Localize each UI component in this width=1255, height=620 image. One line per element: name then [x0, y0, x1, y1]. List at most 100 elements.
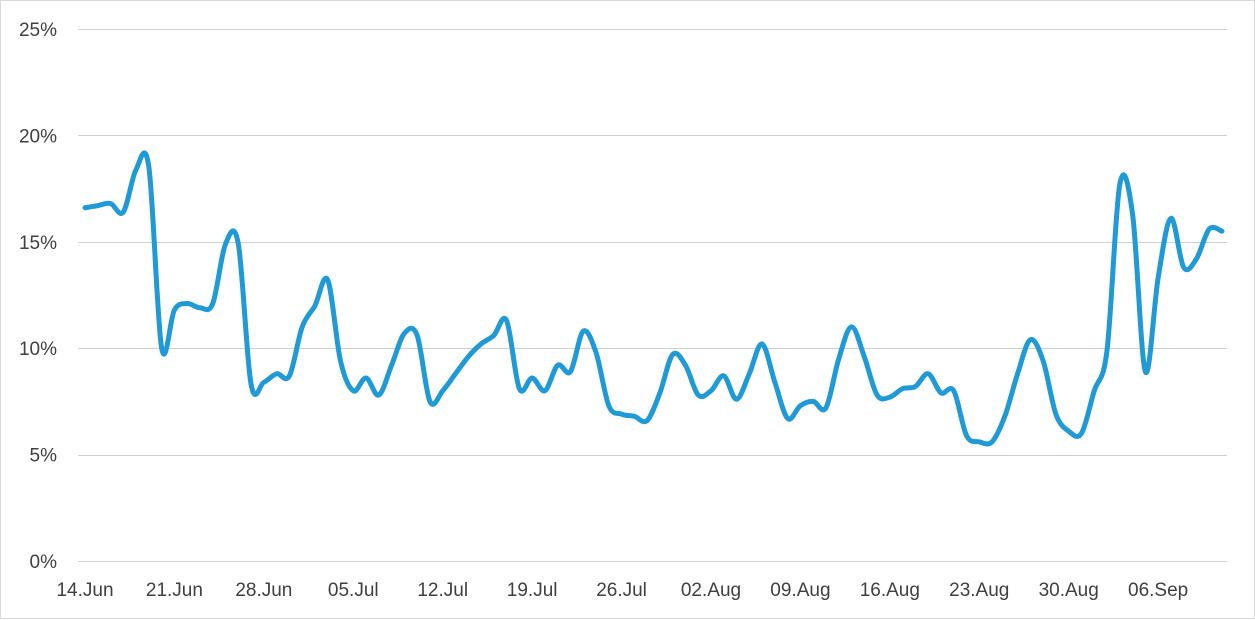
data-point — [772, 379, 778, 385]
data-point — [210, 301, 216, 307]
data-point — [491, 332, 497, 338]
data-point — [887, 394, 893, 400]
data-point — [299, 324, 305, 330]
x-tick-label: 06.Sep — [1128, 580, 1188, 601]
data-point — [440, 388, 446, 394]
data-point — [721, 373, 727, 379]
data-point — [338, 358, 344, 364]
data-point — [951, 388, 957, 394]
x-tick-label: 30.Aug — [1039, 580, 1099, 601]
data-point — [759, 341, 765, 347]
data-point — [184, 301, 190, 307]
data-point — [1130, 211, 1136, 217]
data-point — [1181, 264, 1187, 270]
y-tick-label: 5% — [30, 446, 58, 467]
data-point — [1015, 371, 1021, 377]
data-point — [606, 403, 612, 409]
data-point — [695, 392, 701, 398]
data-point — [682, 362, 688, 368]
data-point — [414, 332, 420, 338]
data-point — [529, 375, 535, 381]
data-point — [823, 405, 829, 411]
data-point — [1040, 358, 1046, 364]
x-tick-label: 02.Aug — [681, 580, 741, 601]
data-point — [1104, 347, 1110, 353]
data-point — [542, 388, 548, 394]
data-point — [146, 164, 152, 170]
data-point — [516, 386, 522, 392]
data-point — [95, 203, 101, 209]
y-tick-label: 20% — [19, 126, 57, 147]
data-point — [248, 381, 254, 387]
data-point — [746, 371, 752, 377]
y-tick-label: 10% — [19, 339, 57, 360]
y-tick-label: 0% — [30, 552, 58, 573]
x-axis-tick-labels: 14.Jun 21.Jun 28.Jun 05.Jul 12.Jul 19.Jul 26.J… — [56, 580, 1188, 601]
data-point — [1053, 411, 1059, 417]
x-tick-label: 05.Jul — [328, 580, 379, 601]
series-line — [82, 150, 1225, 447]
data-point — [976, 439, 982, 445]
data-point — [1206, 226, 1212, 232]
data-point — [849, 324, 855, 330]
data-point — [223, 241, 229, 247]
data-point — [171, 307, 177, 313]
data-point — [363, 375, 369, 381]
data-point — [1193, 256, 1199, 262]
data-point — [836, 356, 842, 362]
data-point — [274, 371, 280, 377]
data-point — [938, 390, 944, 396]
data-point — [401, 330, 407, 336]
data-point — [631, 413, 637, 419]
data-point — [810, 398, 816, 404]
data-point — [261, 379, 267, 385]
data-point — [1027, 337, 1033, 343]
x-tick-label: 26.Jul — [596, 580, 647, 601]
data-point — [1142, 369, 1148, 375]
data-point — [82, 205, 88, 211]
y-axis-tick-labels: 0% 5% 10% 15% 20% 25% — [19, 20, 57, 573]
data-point — [350, 388, 356, 394]
data-point — [593, 349, 599, 355]
x-tick-label: 28.Jun — [235, 580, 292, 601]
data-point — [120, 209, 126, 215]
data-point — [1155, 275, 1161, 281]
y-tick-label: 25% — [19, 20, 57, 41]
series-layer — [82, 150, 1225, 447]
data-point — [376, 392, 382, 398]
data-point — [197, 305, 203, 311]
data-point — [657, 390, 663, 396]
data-point — [159, 345, 165, 351]
data-point — [312, 303, 318, 309]
data-point — [286, 373, 292, 379]
data-point — [861, 354, 867, 360]
data-point — [644, 418, 650, 424]
data-point — [1117, 181, 1123, 187]
data-point — [670, 352, 676, 358]
data-point — [389, 362, 395, 368]
data-point — [452, 371, 458, 377]
y-tick-label: 15% — [19, 233, 57, 254]
data-point — [555, 362, 561, 368]
data-point — [874, 392, 880, 398]
data-point — [785, 415, 791, 421]
data-point — [912, 384, 918, 390]
data-point — [465, 354, 471, 360]
gridlines — [78, 29, 1227, 562]
data-point — [1219, 228, 1225, 234]
data-point — [797, 403, 803, 409]
data-point — [989, 439, 995, 445]
x-tick-label: 12.Jul — [417, 580, 468, 601]
data-point — [1091, 388, 1097, 394]
x-tick-label: 16.Aug — [860, 580, 920, 601]
data-point — [963, 432, 969, 438]
x-tick-label: 09.Aug — [770, 580, 830, 601]
data-point — [734, 396, 740, 402]
x-tick-label: 21.Jun — [146, 580, 203, 601]
data-point — [133, 166, 139, 172]
data-point — [1168, 215, 1174, 221]
data-point — [235, 241, 241, 247]
data-point — [619, 411, 625, 417]
